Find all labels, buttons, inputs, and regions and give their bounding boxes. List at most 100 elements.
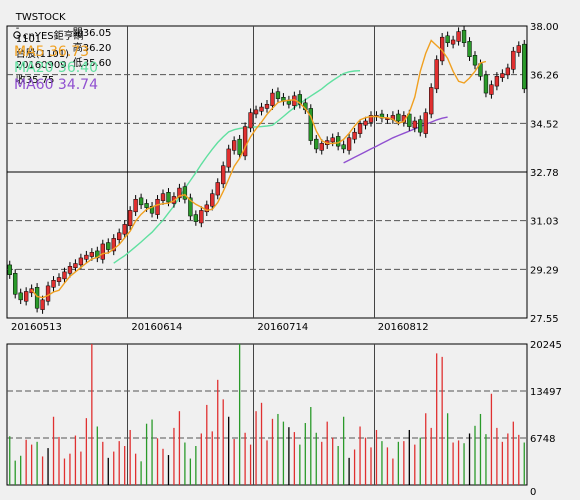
x-tick-label: 20160714 (257, 322, 308, 333)
candle-body (204, 204, 209, 213)
price-y-tick-label: 29.29 (530, 265, 559, 276)
candle-body (275, 91, 281, 99)
candle-body (396, 113, 401, 122)
candle-body (67, 266, 73, 274)
candle-body (330, 137, 335, 143)
candle-body (62, 271, 67, 280)
open-price: 開36.05 (72, 28, 112, 39)
candle-body (500, 73, 505, 78)
candle-body (511, 50, 516, 70)
candle-body (314, 138, 319, 150)
volume-y-tick-label: 6748 (530, 434, 555, 445)
candle-body (341, 144, 346, 150)
candle-body (489, 84, 494, 95)
candle-body (133, 198, 138, 213)
candle-body (89, 252, 95, 257)
price-y-tick-label: 32.78 (530, 168, 559, 179)
low-price: 低35.60 (72, 58, 112, 69)
candle-body (467, 41, 472, 57)
ma20-line (113, 70, 361, 264)
candle-body (117, 232, 122, 241)
candle-body (445, 35, 450, 44)
x-tick-label: 20160513 (11, 322, 62, 333)
price-y-tick-label: 31.03 (530, 217, 559, 228)
candle-body (182, 186, 188, 200)
candle-body (56, 277, 62, 282)
x-tick-label: 20160614 (131, 322, 182, 333)
candle-body (34, 287, 40, 309)
header-line1: TWSTOCK - 1101 台股(1101) 20160909 收35.75 (3, 1, 69, 97)
candle-body (308, 108, 313, 141)
candle-body (221, 165, 226, 185)
candle-body (7, 264, 12, 275)
candle-body (100, 243, 105, 260)
candle-body (155, 198, 160, 215)
high-price: 高36.20 (72, 43, 112, 54)
candle-body (357, 123, 363, 134)
candle-body (18, 292, 23, 301)
candle-body (248, 112, 253, 129)
candle-body (461, 29, 467, 44)
candle-body (363, 120, 368, 126)
candle-body (13, 273, 18, 295)
candle-body (51, 280, 56, 288)
candle-body (259, 106, 264, 112)
candle-body (270, 92, 275, 106)
volume-y-tick-label: 13497 (530, 387, 562, 398)
candle-body (231, 140, 237, 151)
candle-body (456, 31, 461, 42)
quote-date: 20160909 (15, 60, 67, 71)
price-y-tick-label: 34.52 (530, 119, 559, 130)
candle-body (434, 59, 439, 90)
candle-body (297, 94, 303, 105)
candle-body (199, 210, 204, 224)
candle-body (127, 210, 133, 227)
candle-body (264, 103, 270, 109)
candle-body (483, 74, 489, 94)
candle-body (40, 299, 45, 310)
candle-body (166, 192, 171, 203)
candle-body (412, 120, 417, 129)
candle-body (423, 112, 428, 134)
header-line2: 開36.05 高36.20 低35.60 (60, 13, 112, 80)
candle-body (494, 76, 500, 87)
candle-body (407, 113, 412, 127)
volume-y-tick-label: 0 (530, 487, 536, 498)
candle-body (522, 43, 527, 90)
candle-body (253, 109, 259, 115)
candle-body (368, 115, 374, 123)
price-y-tick-label: 36.26 (530, 71, 559, 82)
watermark-text: cnYES鉅亨網 (23, 29, 84, 42)
candle-body (193, 214, 199, 222)
candle-body (450, 39, 456, 45)
volume-y-tick-label: 20245 (530, 340, 562, 351)
candle-body (352, 131, 357, 140)
legend-ma5: MA5 36.73 (14, 44, 89, 60)
candle-body (84, 254, 89, 260)
candle-body (319, 143, 324, 151)
candle-body (516, 45, 521, 53)
candle-body (106, 242, 111, 250)
legend-ma60: MA60 34.74 (14, 77, 98, 93)
candle-body (45, 285, 51, 302)
candle-body (188, 197, 193, 217)
ticker: TWSTOCK (15, 12, 66, 23)
candle-body (149, 205, 155, 214)
stock-code: 1101 (15, 34, 42, 45)
candle-body (111, 238, 116, 252)
candle-body (418, 119, 423, 133)
ticker-separator: - (15, 23, 20, 34)
candle-body (472, 55, 478, 66)
candle-body (226, 148, 231, 168)
candle-body (505, 67, 511, 76)
candle-body (73, 263, 78, 268)
close-price: 收35.75 (15, 75, 55, 86)
price-y-tick-label: 38.00 (530, 22, 559, 33)
candle-body (177, 187, 182, 199)
candle-body (237, 138, 242, 155)
x-tick-label: 20160812 (378, 322, 429, 333)
candle-body (144, 203, 149, 208)
candle-body (210, 193, 215, 207)
candle-body (138, 197, 144, 206)
